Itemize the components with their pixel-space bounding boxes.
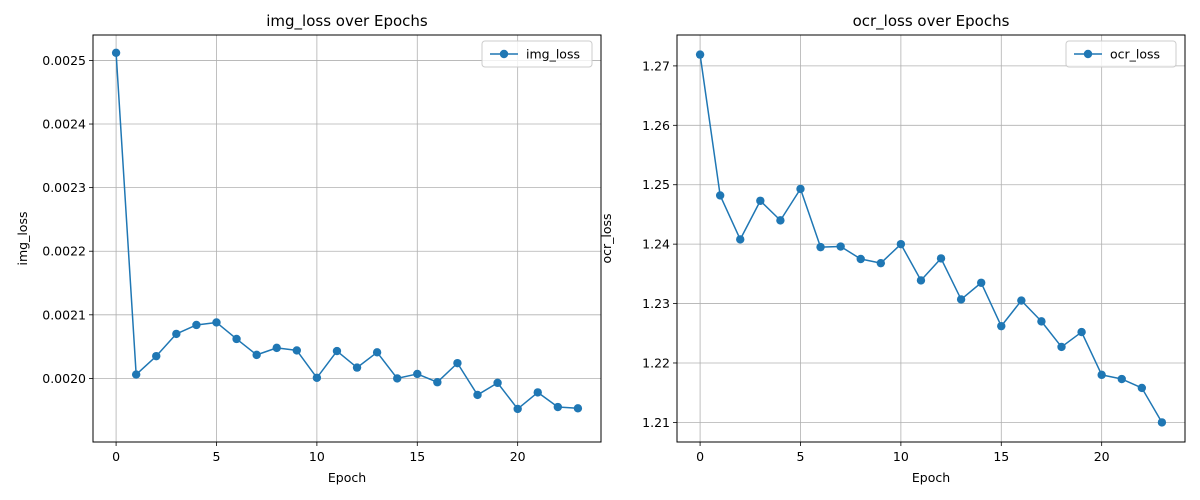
ocr-loss-chart-title: ocr_loss over Epochs [853, 12, 1010, 31]
ocr-loss-y-tick-label: 1.26 [642, 118, 670, 133]
img-loss-data-point [453, 358, 462, 368]
ocr-loss-data-point [1137, 383, 1147, 393]
img-loss-data-point [292, 346, 302, 355]
ocr-loss-data-point [1117, 374, 1126, 384]
img-loss-y-tick-label: 0.0020 [42, 371, 86, 386]
img-loss-data-point [312, 373, 322, 382]
img-loss-x-axis-label: Epoch [328, 470, 366, 485]
ocr-loss-data-point [916, 276, 926, 285]
ocr-loss-data-point [956, 295, 966, 304]
ocr-loss-data-point [756, 196, 765, 205]
img-loss-data-point [332, 346, 342, 356]
img-loss-data-point [372, 348, 382, 357]
img-loss-y-tick-label: 0.0025 [42, 53, 86, 68]
ocr-loss-y-tick-label: 1.22 [642, 355, 670, 370]
ocr-loss-data-point [715, 191, 725, 200]
ocr-loss-data-point [1057, 342, 1066, 352]
ocr-loss-data-point [856, 254, 865, 264]
img-loss-legend-label: img_loss [526, 47, 580, 62]
ocr-loss-legend-marker [1083, 49, 1093, 59]
img-loss-chart-title: img_loss over Epochs [266, 12, 428, 31]
img-loss-axes-frame [92, 34, 602, 443]
img-loss-x-tick-label: 0 [112, 449, 120, 464]
img-loss-x-tick-label: 10 [309, 449, 325, 464]
ocr-loss-x-axis-label: Epoch [912, 470, 950, 485]
ocr-loss-y-tick-label: 1.23 [642, 296, 670, 311]
ocr-loss-x-tick-label: 20 [1094, 449, 1110, 464]
img-loss-data-point [573, 404, 583, 413]
img-loss-data-point [192, 320, 201, 330]
ocr-loss-data-point [896, 239, 906, 249]
img-loss-y-tick-label: 0.0021 [42, 307, 86, 322]
img-loss-data-point [413, 369, 422, 379]
img-loss-x-tick-label: 20 [510, 449, 526, 464]
img-loss-data-point [232, 334, 241, 344]
ocr-loss-data-point [736, 235, 745, 244]
img-loss-data-point [172, 329, 181, 339]
img-loss-legend: img_loss [481, 40, 593, 68]
img-loss-y-tick-label: 0.0022 [42, 244, 86, 259]
img-loss-data-point [533, 388, 542, 397]
img-loss-data-point [212, 318, 221, 327]
img-loss-x-tick-label: 15 [409, 449, 425, 464]
ocr-loss-data-point [997, 321, 1006, 331]
ocr-loss-data-point [816, 242, 825, 252]
ocr-loss-x-tick-label: 15 [993, 449, 1009, 464]
ocr-loss-y-tick-label: 1.24 [642, 237, 670, 252]
img-loss-legend-marker [499, 49, 509, 59]
img-loss-y-axis-label: img_loss [15, 212, 30, 266]
ocr-loss-data-point [796, 184, 805, 194]
ocr-loss-series-line [699, 54, 1163, 423]
ocr-loss-legend: ocr_loss [1065, 40, 1177, 68]
ocr-loss-data-point [936, 254, 946, 263]
img-loss-data-point [513, 404, 522, 414]
img-loss-x-tick-label: 5 [213, 449, 221, 464]
ocr-loss-panel: 0 5 10 15 20 1.21 1.22 1.23 1.24 1.25 1.26 1.27 ocr_… [599, 12, 1186, 485]
ocr-loss-data-point [776, 216, 785, 225]
ocr-loss-y-tick-label: 1.21 [642, 415, 670, 430]
img-loss-data-point [493, 378, 502, 388]
img-loss-data-point [433, 378, 442, 387]
ocr-loss-data-point [695, 50, 705, 59]
ocr-loss-x-tick-label: 10 [893, 449, 909, 464]
ocr-loss-legend-label: ocr_loss [1110, 47, 1160, 62]
ocr-loss-data-point [876, 258, 886, 268]
ocr-loss-legend-box [1065, 40, 1177, 68]
ocr-loss-data-point [1157, 418, 1167, 427]
img-loss-data-point [111, 48, 121, 58]
img-loss-data-point [272, 343, 281, 353]
img-loss-panel: 0 5 10 15 20 0.0020 0.0021 0.0022 0.0023 0.0024 0.… [15, 12, 602, 485]
img-loss-legend-box [481, 40, 593, 68]
img-loss-data-point [252, 350, 261, 360]
ocr-loss-data-point [836, 242, 845, 251]
img-loss-y-tick-label: 0.0024 [42, 117, 86, 132]
ocr-loss-x-tick-label: 0 [696, 449, 704, 464]
ocr-loss-axes-frame [676, 34, 1186, 443]
ocr-loss-y-tick-label: 1.27 [642, 58, 670, 73]
img-loss-data-point [352, 363, 362, 372]
ocr-loss-x-tick-label: 5 [797, 449, 805, 464]
ocr-loss-data-point [1017, 296, 1026, 305]
img-loss-data-point [553, 402, 563, 412]
img-loss-y-tick-label: 0.0023 [42, 180, 86, 195]
img-loss-data-point [152, 351, 161, 361]
ocr-loss-data-point [976, 278, 986, 287]
img-loss-data-point [131, 370, 141, 379]
ocr-loss-y-tick-label: 1.25 [642, 177, 670, 192]
ocr-loss-data-point [1037, 317, 1046, 326]
img-loss-data-point [473, 390, 482, 400]
ocr-loss-data-point [1077, 327, 1086, 337]
ocr-loss-y-axis-label: ocr_loss [599, 213, 614, 263]
img-loss-data-point [392, 374, 402, 383]
ocr-loss-data-point [1097, 370, 1106, 380]
